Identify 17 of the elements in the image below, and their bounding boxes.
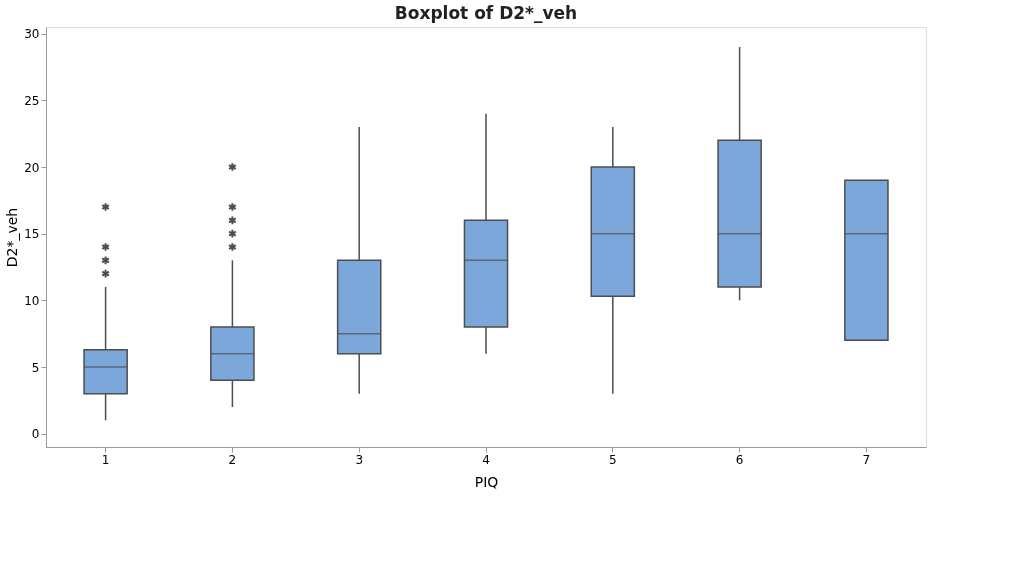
x-tick-label: 7 <box>862 452 871 467</box>
x-tick-label: 4 <box>482 452 490 467</box>
y-tick-label: 25 <box>24 93 40 108</box>
y-tick-label: 0 <box>31 427 40 442</box>
x-tick-label: 2 <box>228 452 237 467</box>
x-axis-title: PIQ <box>474 473 499 490</box>
chart-title: Boxplot of D2*_veh <box>394 3 578 23</box>
y-tick-label: 10 <box>24 293 40 308</box>
x-tick-label: 3 <box>355 452 364 467</box>
y-tick-label: 20 <box>24 160 40 175</box>
x-tick-label: 1 <box>101 452 110 467</box>
y-axis-title: D2*_veh <box>4 207 21 268</box>
y-tick-label: 15 <box>24 227 40 242</box>
x-tick-label: 6 <box>735 452 744 467</box>
y-tick-label: 5 <box>31 360 40 375</box>
x-tick-label: 5 <box>608 452 617 467</box>
y-tick-label: 30 <box>24 27 40 42</box>
